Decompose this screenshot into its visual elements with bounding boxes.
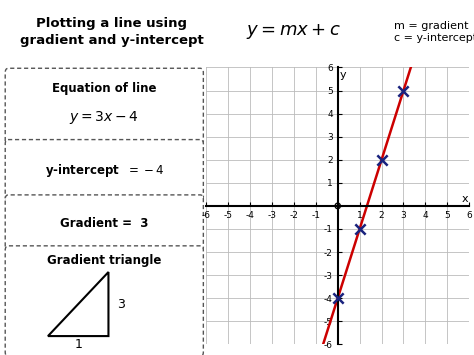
Text: y-intercept  $= -4$: y-intercept $= -4$ [45, 162, 164, 179]
Point [356, 226, 364, 232]
Text: Equation of line: Equation of line [52, 82, 156, 95]
Text: Gradient =  3: Gradient = 3 [60, 217, 148, 230]
Point [378, 157, 385, 163]
Point [400, 88, 407, 93]
FancyBboxPatch shape [5, 246, 203, 355]
Text: $y = 3x - 4$: $y = 3x - 4$ [70, 109, 139, 126]
Text: x: x [462, 194, 468, 204]
Text: y: y [340, 70, 346, 80]
Text: m = gradient
c = y-intercept: m = gradient c = y-intercept [393, 21, 474, 43]
FancyBboxPatch shape [5, 68, 203, 146]
Text: 3: 3 [117, 297, 125, 311]
Text: Gradient triangle: Gradient triangle [47, 254, 162, 267]
Text: Plotting a line using
gradient and y-intercept: Plotting a line using gradient and y-int… [19, 17, 203, 47]
Text: $y = mx + c$: $y = mx + c$ [246, 22, 341, 42]
Text: 1: 1 [74, 338, 82, 351]
FancyBboxPatch shape [5, 195, 203, 252]
FancyBboxPatch shape [5, 140, 203, 201]
Point [334, 295, 341, 301]
